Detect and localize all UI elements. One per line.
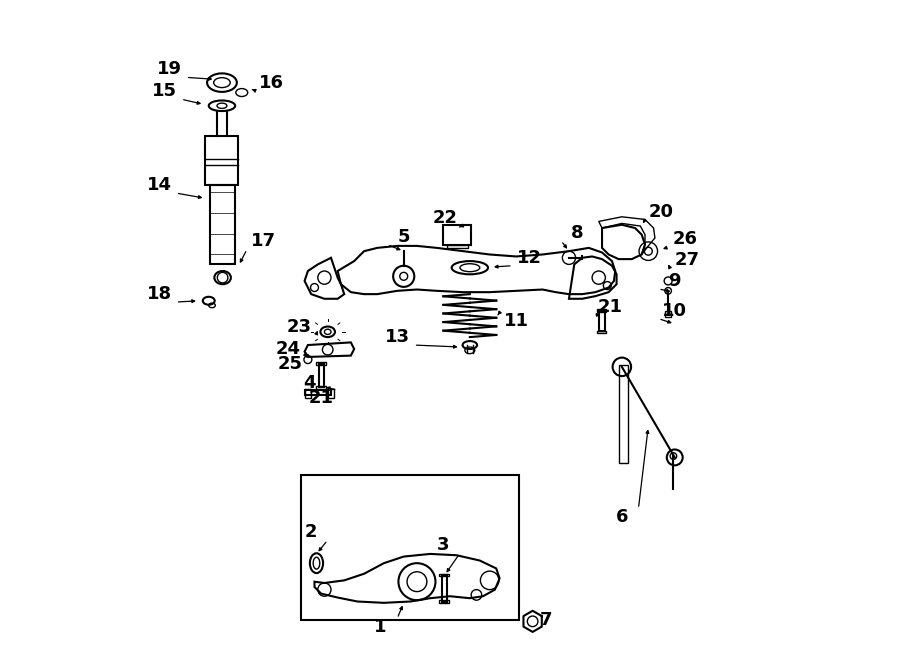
Text: 25: 25 bbox=[277, 354, 302, 373]
Bar bbox=[439, 574, 449, 576]
Text: 11: 11 bbox=[504, 311, 528, 330]
Bar bbox=[320, 364, 324, 387]
Text: 19: 19 bbox=[157, 60, 182, 79]
Text: 12: 12 bbox=[517, 249, 542, 267]
Text: 21: 21 bbox=[598, 298, 623, 317]
Text: 10: 10 bbox=[662, 301, 688, 320]
Bar bbox=[442, 575, 447, 602]
Bar bbox=[317, 386, 326, 389]
Text: 6: 6 bbox=[616, 508, 628, 526]
Bar bbox=[304, 389, 311, 398]
Text: 27: 27 bbox=[674, 251, 699, 270]
Text: 1: 1 bbox=[374, 617, 387, 636]
Text: 15: 15 bbox=[152, 82, 177, 100]
Bar bbox=[328, 389, 334, 398]
Bar bbox=[439, 600, 449, 603]
Text: 23: 23 bbox=[287, 318, 311, 336]
Text: 22: 22 bbox=[433, 209, 458, 227]
Text: 4: 4 bbox=[303, 374, 316, 393]
Bar bbox=[599, 311, 605, 330]
Text: 7: 7 bbox=[540, 611, 552, 629]
Bar bbox=[597, 309, 606, 312]
Text: 20: 20 bbox=[649, 202, 674, 221]
Text: 13: 13 bbox=[384, 328, 410, 346]
Bar bbox=[210, 185, 235, 264]
Text: 2: 2 bbox=[305, 523, 318, 541]
Bar bbox=[302, 475, 519, 620]
Text: 24: 24 bbox=[275, 340, 301, 358]
Text: 5: 5 bbox=[398, 227, 410, 246]
Text: 26: 26 bbox=[672, 230, 698, 249]
Bar bbox=[317, 362, 326, 365]
Bar bbox=[446, 245, 468, 248]
Bar bbox=[304, 390, 331, 395]
Text: 18: 18 bbox=[147, 285, 172, 303]
Text: 21: 21 bbox=[309, 389, 334, 407]
Text: 9: 9 bbox=[669, 272, 681, 290]
Text: 3: 3 bbox=[437, 536, 450, 555]
Bar bbox=[597, 330, 606, 333]
Text: 16: 16 bbox=[259, 73, 284, 92]
Bar bbox=[444, 225, 472, 245]
Text: 14: 14 bbox=[147, 176, 172, 194]
Bar bbox=[205, 136, 239, 185]
Bar bbox=[665, 311, 671, 317]
Bar bbox=[618, 365, 628, 463]
Text: 17: 17 bbox=[251, 232, 276, 251]
Text: 8: 8 bbox=[572, 223, 584, 242]
